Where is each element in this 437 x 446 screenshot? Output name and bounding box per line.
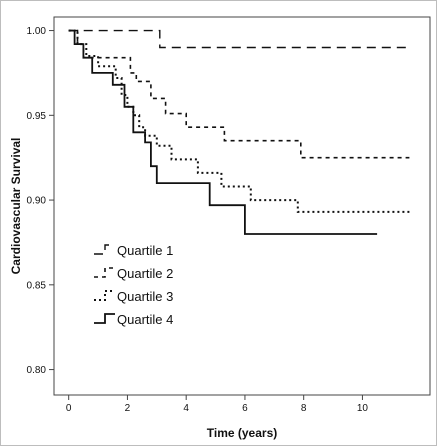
legend: Quartile 1 Quartile 2 Quartile 3 Quartile 4 [94, 243, 173, 327]
y-axis-title: Cardiovascular Survival [9, 138, 23, 275]
y-tick-label: 1.00 [27, 26, 47, 37]
legend-symbol-quartile-2 [94, 267, 115, 278]
y-tick-label: 0.90 [27, 196, 47, 207]
y-tick-label: 0.80 [27, 365, 47, 376]
y-tick-label: 0.95 [27, 111, 47, 122]
x-tick-label: 10 [357, 403, 369, 414]
legend-symbol-quartile-3 [94, 290, 115, 301]
x-axis-title: Time (years) [207, 426, 277, 440]
x-tick-label: 4 [183, 403, 189, 414]
y-axis-ticks: 0.80 0.85 0.90 0.95 1.00 [27, 26, 54, 376]
series-line-quartile-4 [68, 29, 378, 235]
legend-symbol-quartile-1 [94, 244, 115, 255]
legend-symbol-quartile-4 [94, 313, 115, 324]
legend-label-quartile-3: Quartile 3 [117, 289, 173, 304]
legend-label-quartile-1: Quartile 1 [117, 243, 173, 258]
legend-label-quartile-4: Quartile 4 [117, 312, 173, 327]
series-lines [68, 29, 410, 235]
legend-label-quartile-2: Quartile 2 [117, 266, 173, 281]
series-line-quartile-1 [68, 29, 410, 49]
x-axis-ticks: 0 2 4 6 8 10 [66, 395, 369, 414]
x-tick-label: 0 [66, 403, 72, 414]
x-tick-label: 8 [301, 403, 307, 414]
x-tick-label: 6 [242, 403, 248, 414]
y-tick-label: 0.85 [27, 280, 47, 291]
series-line-quartile-3 [68, 29, 410, 213]
x-tick-label: 2 [125, 403, 131, 414]
